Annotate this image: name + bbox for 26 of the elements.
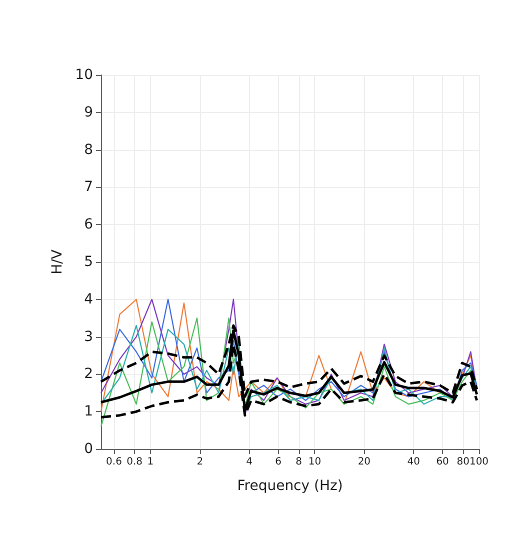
x-tick-label: 80 xyxy=(456,456,470,468)
x-tick-label: 100 xyxy=(469,456,489,468)
x-tick-label: 0.8 xyxy=(126,456,142,468)
y-tick-label: 1 xyxy=(84,404,93,420)
y-tick-label: 0 xyxy=(84,441,93,457)
x-tick-label: 10 xyxy=(308,456,322,468)
x-tick-label: 2 xyxy=(196,456,204,468)
y-tick-label: 8 xyxy=(84,142,93,158)
y-tick-label: 10 xyxy=(75,67,93,83)
y-tick-label: 3 xyxy=(84,328,93,345)
x-tick-label: 8 xyxy=(296,456,302,468)
y-tick-label: 9 xyxy=(84,104,93,120)
x-tick-label: 0.6 xyxy=(106,456,122,468)
x-tick-label: 40 xyxy=(407,456,420,468)
x-tick-label: 1 xyxy=(147,456,154,468)
x-axis-title: Frequency (Hz) xyxy=(237,478,343,494)
x-tick-label: 6 xyxy=(275,456,282,468)
x-tick-label: 4 xyxy=(246,456,253,468)
y-tick-label: 2 xyxy=(84,366,93,382)
y-tick-label: 5 xyxy=(84,254,93,270)
x-tick-label: 20 xyxy=(358,456,371,468)
y-tick-label: 6 xyxy=(84,216,94,233)
y-axis-title: H/V xyxy=(49,249,66,274)
x-tick-label: 60 xyxy=(436,456,449,468)
y-tick-label: 7 xyxy=(84,179,93,196)
y-tick-label: 4 xyxy=(84,291,94,308)
